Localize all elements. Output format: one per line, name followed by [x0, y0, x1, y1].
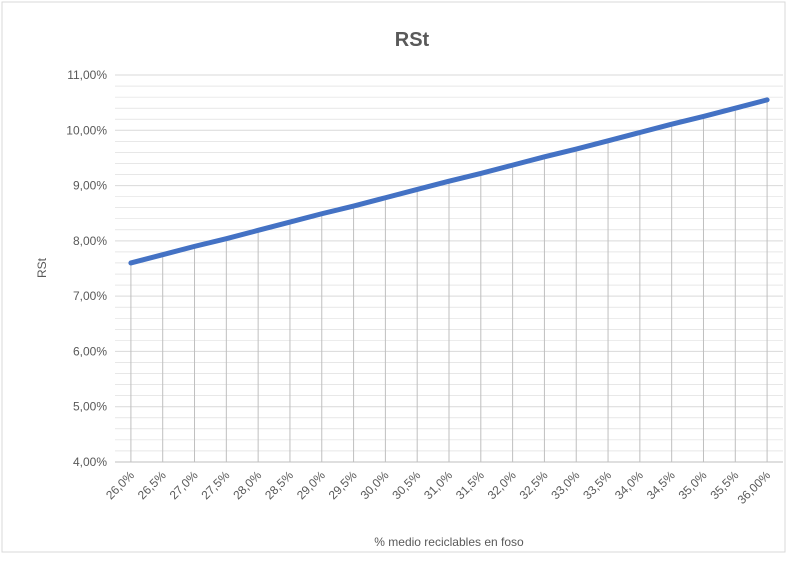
data-point — [511, 163, 515, 167]
data-point — [638, 130, 642, 134]
y-tick-label: 8,00% — [73, 234, 107, 248]
data-point — [606, 139, 610, 143]
y-tick-label: 9,00% — [73, 179, 107, 193]
data-point — [479, 171, 483, 175]
y-tick-label: 5,00% — [73, 400, 107, 414]
drop-lines — [130, 99, 768, 462]
data-point — [161, 253, 165, 257]
y-axis-label: RSt — [35, 257, 49, 278]
x-axis-label: % medio reciclables en foso — [374, 535, 524, 549]
chart-border — [1, 1, 786, 553]
y-tick-label: 11,00% — [67, 68, 107, 82]
chart-title: RSt — [395, 29, 430, 51]
data-point — [574, 147, 578, 151]
data-point — [415, 187, 419, 191]
data-point — [193, 244, 197, 248]
y-tick-label: 10,00% — [66, 123, 107, 137]
data-point — [447, 179, 451, 183]
data-point — [129, 261, 133, 265]
data-point — [765, 98, 769, 102]
data-point — [320, 212, 324, 216]
data-point — [670, 122, 674, 126]
data-point — [352, 204, 356, 208]
y-tick-label: 4,00% — [73, 455, 107, 469]
data-point — [383, 196, 387, 200]
data-point — [733, 106, 737, 110]
data-point — [256, 228, 260, 232]
y-tick-label: 7,00% — [73, 289, 107, 303]
data-point — [701, 114, 705, 118]
data-point — [542, 155, 546, 159]
data-point — [288, 220, 292, 224]
data-point — [224, 237, 228, 241]
series-layer — [128, 97, 770, 266]
y-tick-label: 6,00% — [73, 344, 107, 358]
